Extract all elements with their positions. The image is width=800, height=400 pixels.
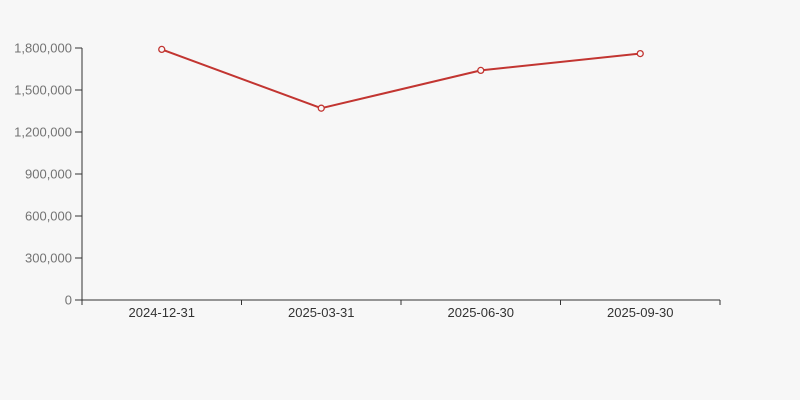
data-point-marker[interactable]	[636, 49, 644, 58]
series-line	[160, 48, 642, 110]
series	[158, 45, 644, 112]
y-axis-tick-label: 1,500,000	[14, 83, 72, 98]
y-axis-tick-label: 1,200,000	[14, 125, 72, 140]
data-point-marker[interactable]	[158, 45, 166, 54]
x-axis-tick-label: 2024-12-31	[129, 305, 196, 320]
y-axis-tick-label: 0	[65, 293, 72, 308]
y-axis-tick-label: 600,000	[25, 209, 72, 224]
axes: 0 300,000 600,000 900,000 1,200,000 1,500,000…	[14, 41, 721, 320]
y-axis-tick-label: 300,000	[25, 251, 72, 266]
data-point-marker[interactable]	[317, 104, 325, 112]
x-axis-tick-label: 2025-06-30	[448, 305, 515, 320]
y-axis-tick-label: 1,800,000	[14, 41, 72, 56]
x-axis-tick-label: 2025-03-31	[288, 305, 355, 320]
y-axis-tick-label: 900,000	[25, 167, 72, 182]
data-point-marker[interactable]	[477, 66, 485, 75]
x-axis-tick-label: 2025-09-30	[607, 305, 674, 320]
